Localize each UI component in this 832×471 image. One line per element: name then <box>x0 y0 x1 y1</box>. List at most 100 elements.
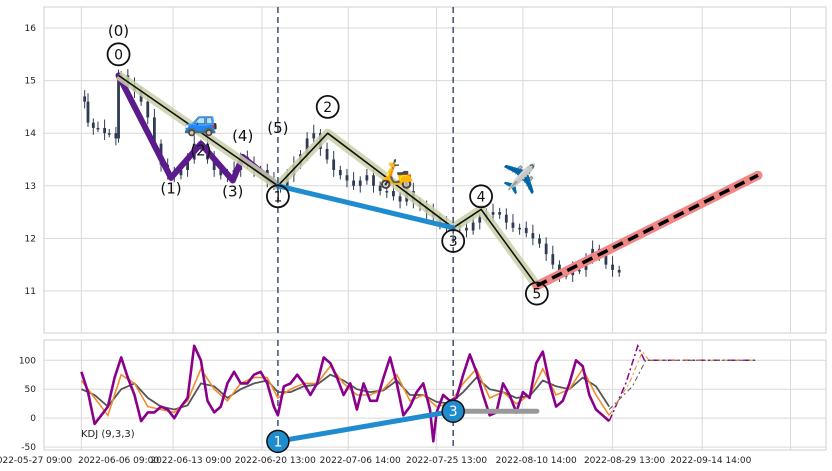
candle-body <box>332 159 336 170</box>
kdj-name-label: KDJ (9,3,3) <box>81 429 135 440</box>
candle-body <box>398 196 402 202</box>
wave-marker-circle-5 <box>524 281 549 306</box>
candle-body <box>91 122 95 128</box>
candle-body <box>352 180 355 186</box>
wave-lines <box>115 71 763 291</box>
wave-marker-circle-1 <box>266 184 290 209</box>
kdj-marker-label-1: 1 <box>273 434 282 450</box>
candle-body <box>531 233 535 239</box>
x-tick-label-5: 2022-07-25 13:00 <box>406 456 487 466</box>
wave-marker-circle-0 <box>106 42 131 67</box>
kdj-d-projection <box>608 359 756 410</box>
airplane-icon: ✈️ <box>502 161 537 195</box>
candle-body <box>338 170 342 176</box>
candle-body <box>212 159 216 170</box>
kdj-j-line <box>80 344 611 443</box>
x-tick-label-1: 2022-06-06 09:00 <box>78 456 159 466</box>
candle-body <box>617 269 621 273</box>
candle-body <box>465 227 468 231</box>
wave-marker-circle-4 <box>469 184 493 209</box>
candle-body <box>305 138 309 155</box>
wave-marker-label-5: 5 <box>532 287 541 303</box>
candle-body <box>325 148 329 160</box>
candle-body <box>577 269 581 272</box>
candle-body <box>551 254 555 265</box>
candle-body <box>107 133 111 135</box>
projection-dashed-line <box>536 173 759 288</box>
subwave-label-5: (5) <box>267 119 288 137</box>
kdj-marker-circle-3 <box>441 399 465 423</box>
x-tick-label-3: 2022-06-20 13:00 <box>235 456 316 466</box>
candle-body <box>511 222 515 228</box>
candle-body <box>385 191 389 193</box>
kdj-ytick-1: 50 <box>25 385 37 395</box>
candle-body <box>83 96 87 102</box>
candle-body <box>544 243 548 255</box>
candle-body <box>372 175 375 186</box>
main-ytick-3: 13 <box>25 182 36 192</box>
subwave-label-2: (2) <box>190 141 211 159</box>
candle-body <box>179 170 183 176</box>
x-tick-label-2: 2022-06-13 09:00 <box>150 456 231 466</box>
grid <box>44 7 826 450</box>
subwave-label-3: (3) <box>222 182 243 200</box>
wave-marker-label-4: 4 <box>477 189 486 205</box>
subwave-label-0: (0) <box>108 22 129 40</box>
wave-marker-label-0: 0 <box>114 47 123 63</box>
car-icon: 🚙 <box>183 105 218 138</box>
x-tick-label-6: 2022-08-10 14:00 <box>496 456 577 466</box>
candle-body <box>114 133 118 139</box>
kdj-ytick-3: -50 <box>21 443 36 453</box>
candle-body <box>186 159 189 170</box>
candle-body <box>378 185 382 192</box>
x-tick-label-4: 2022-07-06 14:00 <box>320 456 401 466</box>
candle-body <box>478 217 482 223</box>
candle-body <box>604 254 608 265</box>
wave-marker-circle-2 <box>315 95 340 119</box>
candle-body <box>86 101 90 123</box>
wave-marker-label-2: 2 <box>323 100 332 116</box>
main-ytick-1: 15 <box>25 77 36 87</box>
main-ytick-2: 14 <box>25 129 37 139</box>
x-tick-label-8: 2022-09-14 14:00 <box>670 456 751 466</box>
wave-marker-label-1: 1 <box>273 189 282 205</box>
wave-blue-line <box>275 183 456 231</box>
kdj-ytick-2: 0 <box>30 414 36 424</box>
wave-marker-circle-3 <box>441 229 466 253</box>
candle-body <box>365 175 369 181</box>
x-tick-label-7: 2022-08-29 13:00 <box>584 456 665 466</box>
candle-body <box>345 175 349 181</box>
kdj-j-projection <box>608 343 756 422</box>
main-ytick-4: 12 <box>25 234 36 244</box>
candle-body <box>538 238 541 244</box>
candle-body <box>471 222 475 231</box>
x-tick-label-0: 2022-05-27 09:00 <box>0 456 72 466</box>
annotations: 0 1 2 3 4 5 (0) (1) (2) (3) (4) (5) 🚙 🛵 ✈️ 1 3 <box>106 22 549 454</box>
wave-marker-label-3: 3 <box>449 234 458 250</box>
candle-body <box>219 170 223 176</box>
candle-body <box>611 264 614 270</box>
candle-body <box>498 212 502 215</box>
candle-body <box>392 191 395 197</box>
kdj-divergence-blue <box>275 408 456 444</box>
candle-body <box>518 227 521 230</box>
candle-body <box>103 127 106 134</box>
scooter-icon: 🛵 <box>379 157 414 190</box>
main-ytick-5: 11 <box>25 287 36 297</box>
kdj-ytick-0: 100 <box>19 356 36 366</box>
candle-body <box>96 127 100 130</box>
candle-body <box>358 180 362 186</box>
kdj-marker-circle-1 <box>266 429 290 454</box>
candle-body <box>491 212 495 215</box>
candle-body <box>312 133 316 139</box>
subwave-label-1: (1) <box>160 180 181 198</box>
candle-body <box>504 214 508 223</box>
wave-olive-line <box>118 74 538 287</box>
candle-body <box>117 77 120 139</box>
candle-body <box>153 117 156 144</box>
candle-body <box>146 101 150 118</box>
main-ytick-0: 16 <box>25 24 37 34</box>
candle-body <box>524 227 528 234</box>
